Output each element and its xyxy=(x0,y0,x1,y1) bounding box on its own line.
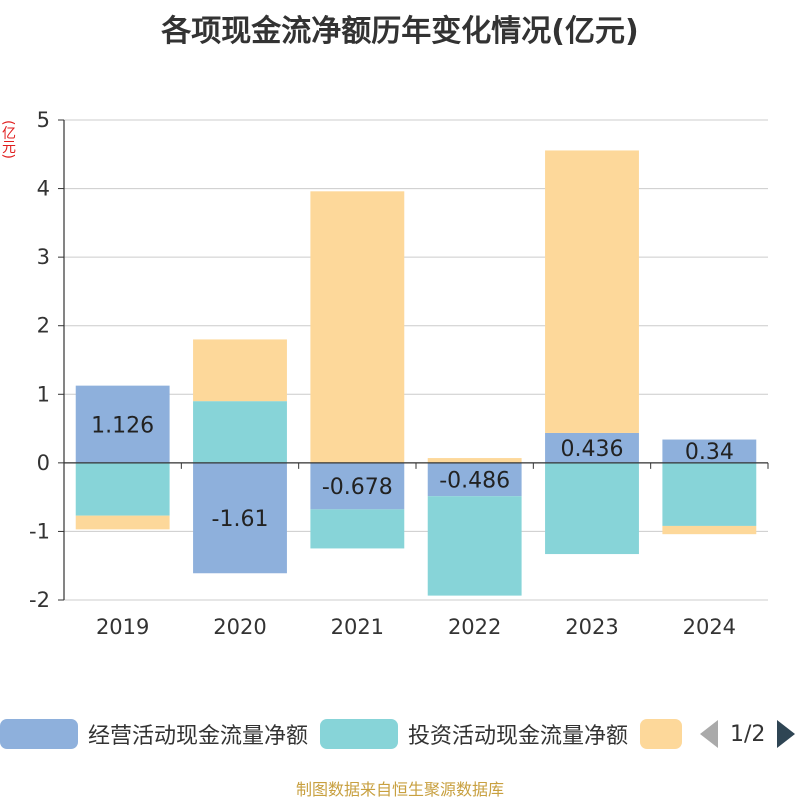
bar-investing-2019 xyxy=(75,462,170,516)
cash-flow-chart: 5 4 3 2 1 0 -1 -2 2019 2020 2021 2022 2023 2024 1.126… xyxy=(29,108,769,639)
data-label-operating-2021: -0.678 xyxy=(322,475,393,500)
pager-next-icon[interactable] xyxy=(777,720,796,748)
y-tick-label: 2 xyxy=(37,314,50,338)
legend-swatch-operating xyxy=(0,719,78,749)
legend-item-operating[interactable]: 经营活动现金流量净额 xyxy=(0,716,308,752)
bars xyxy=(75,150,757,596)
legend: 经营活动现金流量净额 投资活动现金流量净额 xyxy=(0,716,800,752)
bar-financing-2022 xyxy=(427,458,522,463)
bar-investing-2021 xyxy=(310,509,405,549)
bar-operating-2019 xyxy=(75,385,170,463)
data-label-operating-2023: 0.436 xyxy=(561,437,624,462)
legend-label-operating: 经营活动现金流量净额 xyxy=(88,724,309,749)
bar-financing-2019 xyxy=(75,515,170,530)
bar-financing-2021 xyxy=(310,191,405,463)
axes: 5 4 3 2 1 0 -1 -2 2019 2020 2021 2022 2023 2024 xyxy=(29,108,769,639)
bar-operating-2021 xyxy=(310,462,405,510)
y-tick-label: 4 xyxy=(37,177,50,201)
data-label-operating-2022: -0.486 xyxy=(439,469,510,494)
x-tick-label-2019: 2019 xyxy=(96,615,149,639)
bar-investing-2020 xyxy=(193,401,287,463)
y-tick-label: -1 xyxy=(29,519,50,543)
legend-pager: 1/2 xyxy=(700,716,796,752)
bar-operating-2023 xyxy=(545,432,639,463)
y-tick-label: 0 xyxy=(37,451,50,475)
data-labels: 1.126 -1.61 -0.678 -0.486 0.436 0.34 xyxy=(91,413,734,532)
bar-financing-2020 xyxy=(193,339,287,402)
x-tick-label-2021: 2021 xyxy=(331,615,384,639)
chart-title: 各项现金流净额历年变化情况(亿元) xyxy=(161,14,639,49)
pager-prev-icon[interactable] xyxy=(700,720,718,748)
bar-investing-2022 xyxy=(427,496,522,596)
bar-financing-2023 xyxy=(545,150,639,433)
bar-operating-2020 xyxy=(193,462,287,574)
bar-operating-2024 xyxy=(662,439,757,463)
legend-item-investing[interactable]: 投资活动现金流量净额 xyxy=(320,716,628,752)
legend-swatch-investing xyxy=(320,719,398,749)
bar-investing-2023 xyxy=(545,462,639,555)
bar-financing-2024 xyxy=(662,525,757,535)
pager-text: 1/2 xyxy=(730,721,766,747)
x-tick-label-2023: 2023 xyxy=(565,615,618,639)
x-tick-label-2022: 2022 xyxy=(448,615,501,639)
data-label-operating-2019: 1.126 xyxy=(91,413,154,438)
data-label-operating-2024: 0.34 xyxy=(685,440,734,465)
y-tick-label: 3 xyxy=(37,245,50,269)
data-label-operating-2020: -1.61 xyxy=(212,507,269,532)
y-tick-label: 1 xyxy=(37,382,50,406)
bar-operating-2022 xyxy=(427,462,522,497)
x-tick-label-2024: 2024 xyxy=(683,615,736,639)
bar-investing-2024 xyxy=(662,462,757,526)
y-axis-unit-label: (亿元) xyxy=(0,120,16,159)
legend-item-financing[interactable] xyxy=(640,716,682,752)
y-tick-label: 5 xyxy=(37,108,50,132)
data-source-note: 制图数据来自恒生聚源数据库 xyxy=(295,780,504,799)
legend-label-investing: 投资活动现金流量净额 xyxy=(408,724,629,749)
legend-swatch-financing xyxy=(640,719,682,749)
y-tick-label: -2 xyxy=(29,588,50,612)
x-tick-label-2020: 2020 xyxy=(213,615,266,639)
